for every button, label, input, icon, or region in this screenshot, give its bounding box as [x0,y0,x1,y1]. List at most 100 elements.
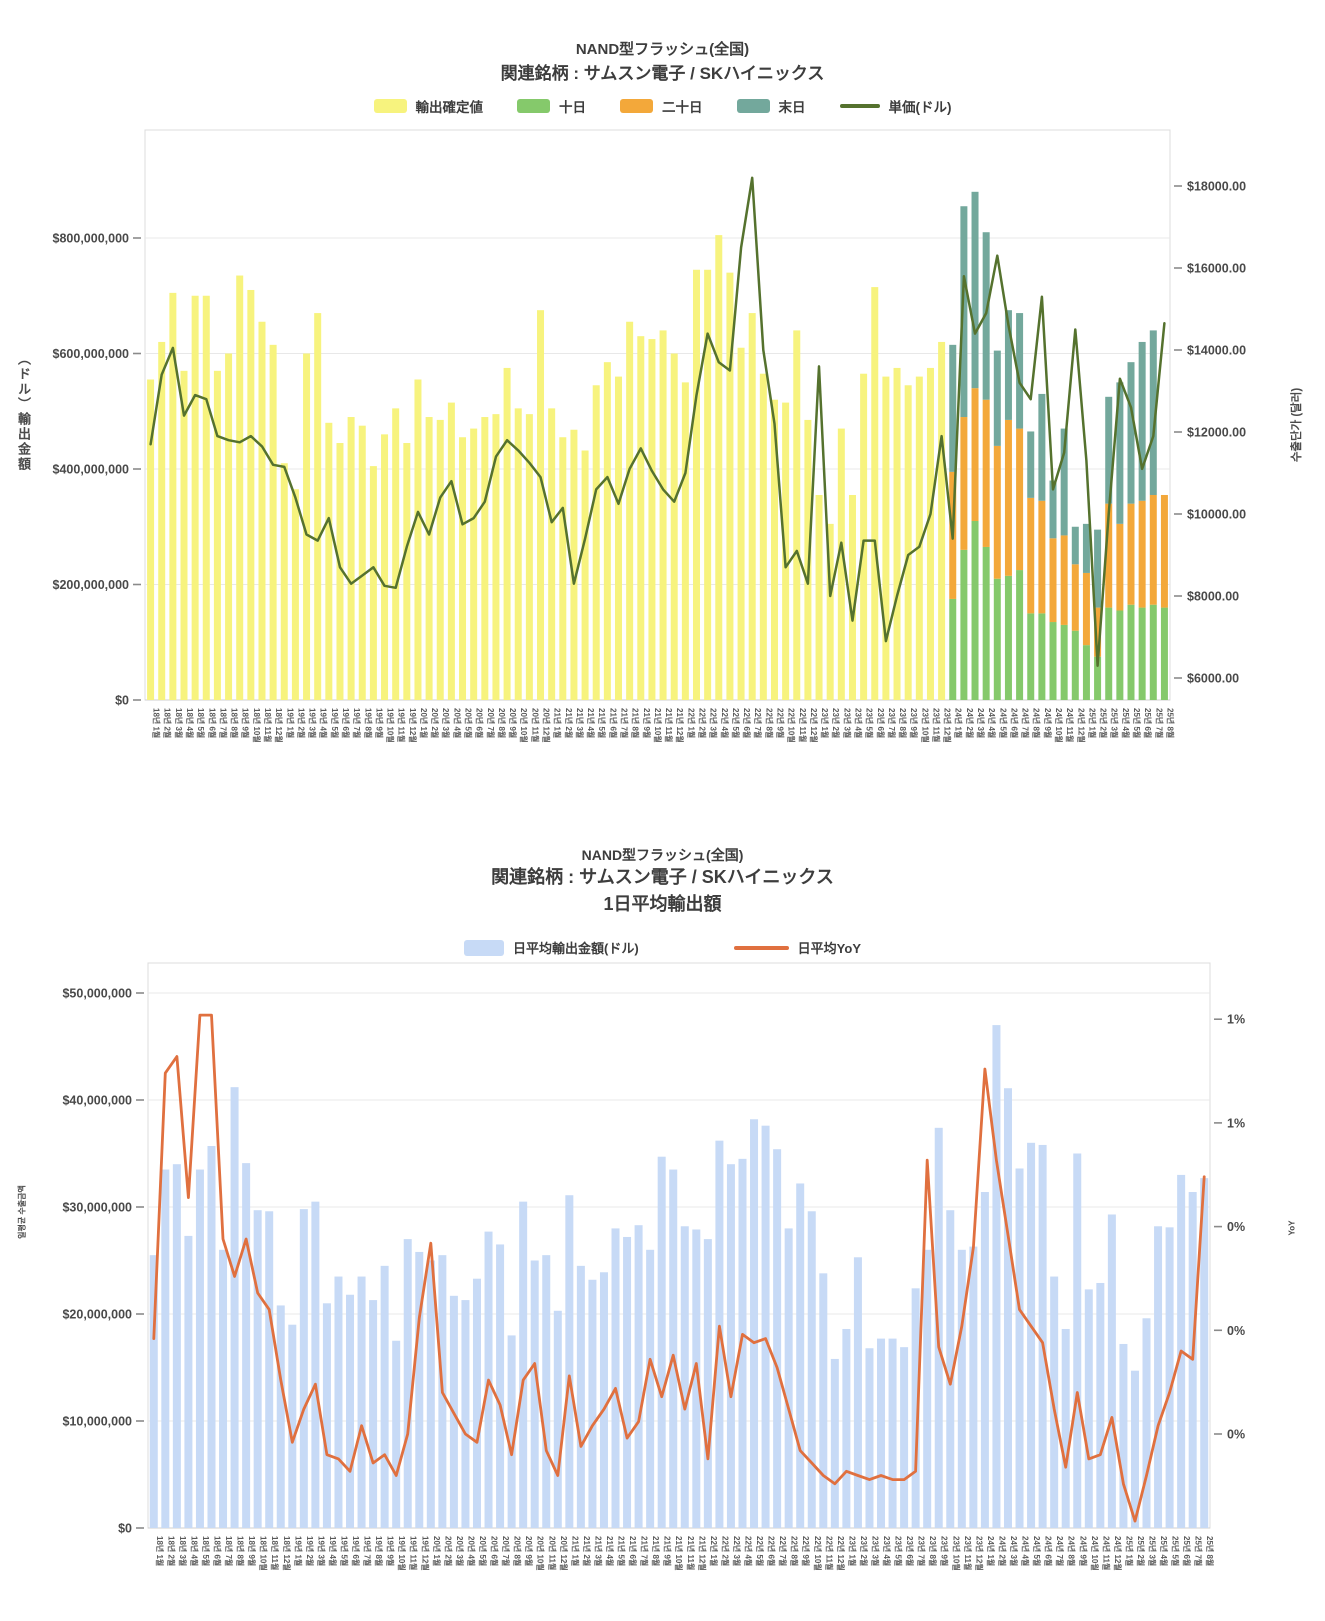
twenty-day-segment [1082,572,1090,646]
x-tick-label: 19년 7월 [363,1536,373,1566]
x-tick-label: 23년 3월 [870,1536,880,1566]
monthly-export-bar [191,295,199,700]
x-tick-label: 23년 8월 [928,1536,938,1566]
daily-average-bar [1073,1153,1082,1528]
chart1-plot[interactable]: $0 $200,000,000 $400,000,000 $600,000,000 $8… [53,129,1247,743]
daily-average-bar [1061,1328,1070,1528]
monthly-export-bar [236,275,244,700]
daily-average-bar [738,1158,747,1528]
y-right-tick-label: 0% [1227,1324,1245,1338]
x-tick-label: 23년 12월 [974,1536,984,1571]
legend-item-unitprice[interactable]: 単価(ドル) [839,96,952,116]
daily-average-bar [322,1303,331,1528]
twenty-day-segment [1138,500,1146,608]
monthly-export-bar [503,367,511,700]
legend-item-confirmed[interactable]: 輸出確定値 [373,96,483,116]
ten-day-segment [982,546,990,700]
x-tick-label: 23년 11월 [931,708,941,742]
y-right-tick-label: $6000.00 [1187,672,1239,686]
legend-label: 単価(ドル) [888,100,952,115]
twenty-day-segment [1105,503,1113,608]
daily-average-bar [519,1201,528,1528]
x-tick-label: 24년 2월 [997,1536,1007,1566]
x-tick-label: 19년 8월 [363,708,373,738]
monthly-export-bar [303,353,311,700]
daily-average-bar [969,1246,978,1528]
monthly-export-bar [169,292,177,700]
chart2-plot[interactable]: $0 $10,000,000 $20,000,000 $30,000,000 $40,0… [62,962,1245,1571]
ten-day-segment [1038,613,1046,700]
x-tick-label: 23년 2월 [859,1536,869,1566]
chart1-title: NAND型フラッシュ(全国) [575,41,750,58]
twenty-day-segment [1094,607,1102,657]
x-tick-label: 22년 7월 [753,708,763,738]
monthly-export-bar [926,367,934,700]
x-tick-label: 20년 12월 [559,1536,569,1571]
x-tick-label: 25년 6월 [1182,1536,1192,1566]
ten-day-segment [1071,630,1079,700]
x-tick-label: 21년 3월 [575,708,585,738]
x-tick-label: 20년 6월 [475,708,485,738]
end-of-month-segment [949,344,957,472]
x-tick-label: 22년 9월 [801,1536,811,1566]
legend-item-tenday[interactable]: 十日 [517,96,586,116]
unitprice-line-swatch [839,104,880,108]
monthly-export-bar [837,428,845,700]
daily-average-bar [311,1201,320,1528]
daily-average-bar [496,1244,505,1528]
daily-average-bar [657,1156,666,1528]
daily-average-bar [865,1348,874,1528]
x-tick-label: 20년 1월 [432,1536,442,1566]
end-of-month-segment [1138,341,1146,501]
monthly-export-bar [347,417,355,700]
daily-average-bar [796,1183,805,1528]
x-tick-label: 24년 5월 [1032,1536,1042,1566]
dailyavg-swatch [464,939,504,956]
daily-average-bar [288,1324,297,1528]
twenty-day-segment [1149,494,1157,605]
x-tick-label: 21년 1월 [570,1536,580,1566]
legend-item-dailyavg[interactable]: 日平均輸出金額(ドル) [464,938,639,957]
monthly-export-bar [871,287,879,700]
x-tick-label: 19년 9월 [374,708,384,738]
x-tick-label: 18년 10월 [252,708,262,743]
unit-price-line [149,176,1166,667]
x-tick-label: 18년 6월 [212,1536,222,1566]
x-tick-label: 23년 5월 [865,708,875,738]
legend-item-dailyyoy[interactable]: 日平均YoY [733,938,861,957]
end-of-month-segment [1016,313,1024,429]
x-tick-label: 25년 8월 [1205,1536,1215,1566]
legend-label: 日平均YoY [797,941,861,956]
legend-item-endofmonth[interactable]: 末日 [736,96,806,116]
monthly-export-bar [748,313,756,700]
x-tick-label: 20년 8월 [497,708,507,738]
chart2-subtitle: 関連銘柄 : サムスン電子 / SKハイニックス [491,867,834,887]
x-tick-label: 22년 12월 [836,1536,846,1571]
x-tick-label: 22년 6월 [767,1536,777,1566]
monthly-export-bar [369,466,377,700]
twenty-day-segment [1004,419,1012,576]
daily-average-bar [507,1335,516,1528]
daily-average-bar [923,1249,932,1528]
x-tick-label: 21년 1월 [553,708,563,738]
x-tick-label: 23년 6월 [905,1536,915,1566]
end-of-month-segment [1071,526,1079,565]
monthly-export-bar [492,414,500,700]
x-tick-label: 20년 3월 [455,1536,465,1566]
x-tick-label: 21년 2월 [582,1536,592,1566]
ten-day-segment [1138,607,1146,700]
daily-average-bar [784,1228,793,1528]
monthly-export-bar [770,399,778,700]
x-tick-label: 21년 4월 [586,708,596,738]
legend-item-twentyday[interactable]: 二十日 [620,96,703,116]
y-left-tick-label: $10,000,000 [62,1415,132,1429]
x-tick-label: 23년 8월 [898,708,908,738]
daily-average-bar [703,1239,712,1528]
monthly-export-bar [225,353,233,700]
x-tick-label: 23년 10월 [920,708,930,743]
x-tick-label: 18년 5월 [201,1536,211,1566]
end-of-month-segment [1049,480,1057,539]
x-tick-label: 23년 5월 [894,1536,904,1566]
x-tick-label: 19년 3월 [308,708,318,738]
